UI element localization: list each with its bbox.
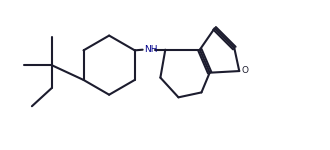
Text: O: O	[242, 66, 249, 75]
Text: NH: NH	[144, 45, 157, 54]
